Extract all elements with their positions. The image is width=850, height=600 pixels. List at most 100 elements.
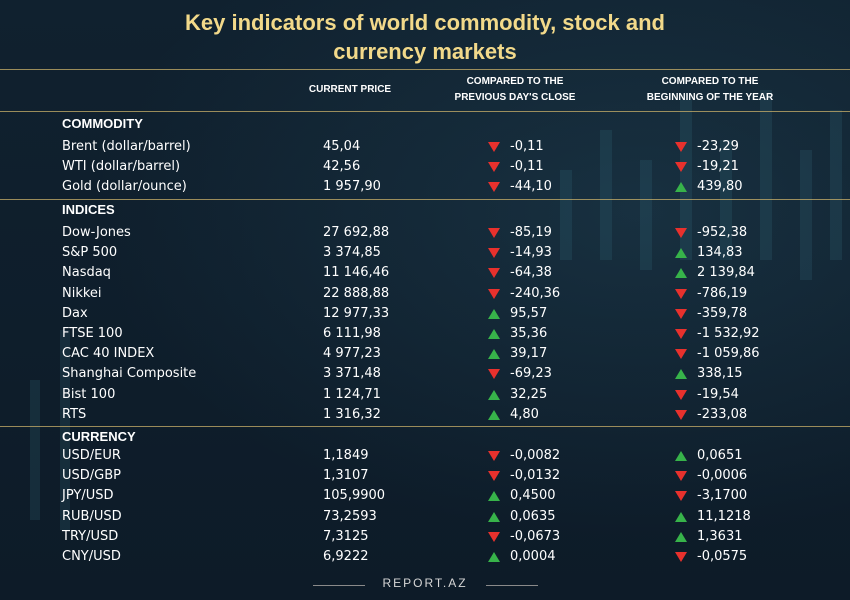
header-previous-close-line-2: PREVIOUS DAY'S CLOSE — [454, 92, 576, 103]
row-name: Brent (dollar/barrel) — [62, 139, 191, 154]
triangle-down-icon — [675, 491, 687, 502]
row-change-year-start: 11,1218 — [697, 508, 751, 524]
row-change-previous-close: -44,10 — [510, 179, 552, 195]
row-change-previous-close: -85,19 — [510, 225, 552, 240]
header-current-price: CURRENT PRICE — [308, 84, 392, 95]
row-name: CNY/USD — [62, 549, 121, 564]
row-change-previous-close: -69,23 — [510, 366, 552, 382]
section-label-indices: INDICES — [62, 202, 115, 217]
row-name: USD/EUR — [62, 448, 121, 463]
row-name: Bist 100 — [62, 386, 116, 402]
table-row: Brent (dollar/barrel) 45,04 -0,11 -23,29 — [0, 137, 850, 157]
table-row: Bist 100 1 124,71 32,25 -19,54 — [0, 385, 850, 405]
row-change-previous-close: -0,0082 — [510, 448, 561, 463]
triangle-down-icon — [488, 369, 500, 380]
row-name: RTS — [62, 406, 87, 422]
row-change-year-start: -19,21 — [697, 159, 739, 175]
row-change-previous-close: -64,38 — [510, 265, 552, 281]
triangle-up-icon — [488, 511, 500, 522]
row-change-year-start: 338,15 — [697, 366, 743, 382]
row-change-year-start: -23,29 — [697, 139, 739, 154]
triangle-down-icon — [675, 409, 687, 420]
row-name: Nasdaq — [62, 265, 111, 281]
row-current-price: 3 371,48 — [323, 366, 381, 382]
row-current-price: 12 977,33 — [323, 305, 390, 321]
header-year-start: COMPARED TO THE BEGINNING OF THE YEAR — [620, 74, 800, 106]
row-change-previous-close: 0,0004 — [510, 549, 556, 564]
row-name: WTI (dollar/barrel) — [62, 159, 181, 175]
row-change-previous-close: -14,93 — [510, 245, 552, 261]
footer-brand: REPORT.AZ — [382, 576, 468, 590]
triangle-down-icon — [675, 389, 687, 400]
table-row: Nikkei 22 888,88 -240,36 -786,19 — [0, 284, 850, 304]
triangle-up-icon — [675, 182, 687, 193]
row-change-year-start: 439,80 — [697, 179, 743, 195]
table-row: S&P 500 3 374,85 -14,93 134,83 — [0, 243, 850, 263]
triangle-up-icon — [675, 511, 687, 522]
triangle-down-icon — [675, 288, 687, 299]
row-change-previous-close: -240,36 — [510, 285, 561, 301]
triangle-up-icon — [488, 349, 500, 360]
row-change-previous-close: 39,17 — [510, 346, 548, 362]
row-change-year-start: -233,08 — [697, 406, 748, 422]
row-change-previous-close: -0,0673 — [510, 528, 561, 544]
table-row: Shanghai Composite 3 371,48 -69,23 338,15 — [0, 364, 850, 384]
page-title: Key indicators of world commodity, stock… — [0, 8, 850, 66]
triangle-up-icon — [675, 369, 687, 380]
row-change-previous-close: 0,4500 — [510, 488, 556, 504]
triangle-down-icon — [675, 552, 687, 562]
triangle-up-icon — [488, 329, 500, 339]
table-row: TRY/USD 7,3125 -0,0673 1,3631 — [0, 527, 850, 547]
triangle-down-icon — [488, 248, 500, 259]
row-current-price: 11 146,46 — [323, 265, 390, 281]
section-label-currency: CURRENCY — [62, 429, 136, 444]
row-current-price: 105,9900 — [323, 488, 386, 504]
table-row: Gold (dollar/ounce) 1 957,90 -44,10 439,80 — [0, 177, 850, 197]
header-year-start-line-2: BEGINNING OF THE YEAR — [646, 92, 774, 103]
triangle-down-icon — [675, 471, 687, 482]
row-change-previous-close: 35,36 — [510, 326, 548, 341]
row-name: S&P 500 — [62, 245, 118, 261]
row-change-year-start: 0,0651 — [697, 448, 743, 463]
table-row: CNY/USD 6,9222 0,0004 -0,0575 — [0, 547, 850, 567]
row-name: Shanghai Composite — [62, 366, 197, 382]
row-change-year-start: -952,38 — [697, 225, 748, 240]
row-current-price: 1,3107 — [323, 468, 369, 484]
triangle-down-icon — [488, 182, 500, 193]
table-row: CAC 40 INDEX 4 977,23 39,17 -1 059,86 — [0, 344, 850, 364]
row-name: USD/GBP — [62, 468, 121, 484]
row-current-price: 1,1849 — [323, 448, 369, 463]
section-label-commodity: COMMODITY — [62, 116, 143, 131]
table-row: USD/EUR 1,1849 -0,0082 0,0651 — [0, 446, 850, 466]
row-name: Nikkei — [62, 285, 102, 301]
row-change-year-start: 1,3631 — [697, 528, 743, 544]
section-divider — [0, 199, 850, 200]
table-row: Nasdaq 11 146,46 -64,38 2 139,84 — [0, 263, 850, 283]
title-line-1: Key indicators of world commodity, stock… — [184, 10, 665, 35]
row-change-year-start: -1 059,86 — [697, 346, 760, 362]
triangle-down-icon — [675, 162, 687, 173]
row-current-price: 7,3125 — [323, 528, 369, 544]
row-current-price: 22 888,88 — [323, 285, 390, 301]
row-name: Gold (dollar/ounce) — [62, 179, 187, 195]
triangle-up-icon — [675, 248, 687, 259]
divider-top — [0, 69, 850, 70]
row-name: CAC 40 INDEX — [62, 346, 155, 362]
triangle-down-icon — [488, 531, 500, 542]
triangle-down-icon — [488, 162, 500, 173]
row-change-year-start: -19,54 — [697, 386, 739, 402]
triangle-down-icon — [675, 228, 687, 238]
row-change-year-start: -0,0006 — [697, 468, 748, 484]
header-previous-close-line-1: COMPARED TO THE — [466, 76, 564, 87]
row-name: Dax — [62, 305, 88, 321]
row-current-price: 42,56 — [323, 159, 361, 175]
row-current-price: 1 124,71 — [323, 386, 381, 402]
triangle-up-icon — [488, 409, 500, 420]
triangle-up-icon — [675, 268, 687, 279]
row-current-price: 73,2593 — [323, 508, 377, 524]
row-change-year-start: 134,83 — [697, 245, 743, 261]
triangle-down-icon — [675, 349, 687, 360]
row-current-price: 3 374,85 — [323, 245, 381, 261]
